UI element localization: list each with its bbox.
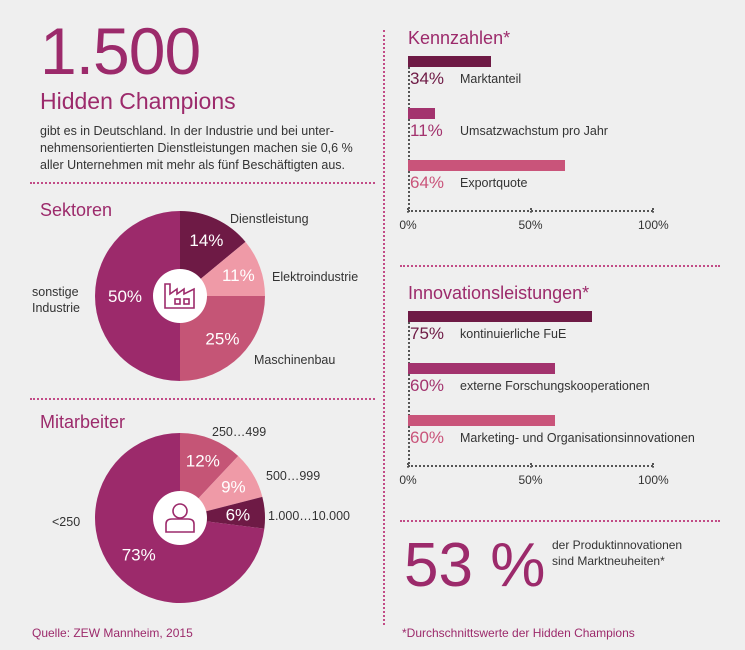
- bars1-tick-label-2: 100%: [638, 218, 669, 232]
- footer-source: Quelle: ZEW Mannheim, 2015: [32, 626, 193, 640]
- headline-subtitle: Hidden Champions: [40, 88, 236, 114]
- headline-number: 1.500: [40, 14, 201, 88]
- pie2-value-label-3: 73%: [122, 545, 156, 564]
- bottom-stat-text: der Produktinnovationen sind Marktneuhei…: [552, 537, 682, 569]
- bars2-category-label-0: kontinuierliche FuE: [460, 327, 567, 341]
- bottom-stat-line-1: der Produktinnovationen: [552, 538, 683, 552]
- divider-right-2: [400, 520, 720, 522]
- kennzahlen-title: Kennzahlen*: [408, 28, 511, 48]
- pie1-value-label-1: 11%: [222, 266, 255, 285]
- divider-left-2: [30, 398, 375, 400]
- bars2-bar-2: [408, 415, 555, 426]
- bars1-tick-label-0: 0%: [399, 218, 417, 232]
- footer-note: *Durchschnittswerte der Hidden Champions: [402, 626, 635, 640]
- pie1-value-label-0: 14%: [189, 231, 223, 250]
- sektoren-label-elektroindustrie: Elektroindustrie: [272, 270, 359, 284]
- pie1-slice-2: [180, 296, 265, 381]
- divider-left-1: [30, 182, 375, 184]
- pie2-value-label-0: 12%: [186, 451, 220, 470]
- sektoren-pie-chart: 14% 11% 25% 50%: [95, 211, 265, 381]
- kennzahlen-bar-chart: 34% Marktanteil 11% Umsatzwachstum pro Jahr…: [399, 56, 669, 232]
- mitarbeiter-label-500-999: 500…999: [266, 469, 321, 483]
- innovation-title: Innovationsleistungen*: [408, 283, 590, 303]
- pie2-value-label-1: 9%: [221, 477, 246, 496]
- pie1-slice-3: [95, 211, 180, 381]
- bars1-value-label-2: 64%: [410, 173, 445, 192]
- bars2-value-label-0: 75%: [410, 324, 445, 343]
- bars1-tick-0: [407, 208, 409, 213]
- bars1-tick-label-1: 50%: [518, 218, 543, 232]
- bars1-bar-0: [408, 56, 492, 67]
- bars2-category-label-1: externe Forschungskooperationen: [460, 379, 650, 393]
- bars1-value-label-0: 34%: [410, 69, 445, 88]
- bars2-tick-1: [529, 463, 532, 468]
- bars1-bar-1: [408, 108, 435, 119]
- sektoren-label-dienstleistung: Dienstleistung: [230, 212, 309, 226]
- bars1-category-label-0: Marktanteil: [460, 72, 522, 86]
- intro-line-3: aller Unternehmen mit mehr als fünf Besc…: [40, 158, 346, 172]
- bars2-tick-label-1: 50%: [518, 473, 543, 487]
- bottom-stat-value: 53 %: [404, 531, 546, 600]
- bars1-tick-1: [529, 208, 532, 213]
- bottom-stat-line-2: sind Marktneuheiten*: [552, 554, 665, 568]
- pie1-center-hole: [153, 269, 207, 323]
- mitarbeiter-label-250-499: 250…499: [212, 425, 267, 439]
- intro-line-2: nehmensorientierten Dienstleistungen mac…: [40, 141, 353, 155]
- mitarbeiter-pie-chart: 12%9% 6% 73%: [95, 433, 265, 603]
- mitarbeiter-title: Mitarbeiter: [40, 412, 126, 432]
- bars1-category-label-2: Exportquote: [460, 176, 528, 190]
- innovation-bar-chart: 75% kontinuierliche FuE 60% externe Forschu…: [399, 311, 695, 487]
- bars2-category-label-2: Marketing- und Organisationsinnovationen: [460, 431, 695, 445]
- divider-vertical: [383, 30, 385, 625]
- bars1-tick-2: [652, 208, 654, 213]
- bars2-tick-0: [407, 463, 409, 468]
- person-icon: [165, 503, 195, 533]
- bars1-value-label-1: 11%: [410, 121, 443, 140]
- sektoren-title: Sektoren: [40, 200, 113, 220]
- bars2-tick-label-2: 100%: [638, 473, 669, 487]
- divider-right-1: [400, 265, 720, 267]
- bars1-category-label-1: Umsatzwachstum pro Jahr: [460, 124, 608, 138]
- sektoren-label-maschinenbau: Maschinenbau: [254, 353, 336, 367]
- mitarbeiter-label-1000-10000: 1.000…10.000: [268, 509, 351, 523]
- bars2-value-label-1: 60%: [410, 376, 445, 395]
- mitarbeiter-label-under-250: <250: [52, 515, 81, 529]
- intro-text: gibt es in Deutschland. In der Industrie…: [40, 123, 375, 174]
- pie2-value-label-2: 6%: [226, 505, 251, 524]
- bars1-bar-2: [408, 160, 565, 171]
- bars2-tick-label-0: 0%: [399, 473, 417, 487]
- pie1-value-label-3: 50%: [108, 287, 142, 306]
- bars2-bar-1: [408, 363, 555, 374]
- bars2-bar-0: [408, 311, 592, 322]
- intro-line-1: gibt es in Deutschland. In der Industrie…: [40, 124, 334, 138]
- pie1-value-label-2: 25%: [205, 329, 239, 348]
- factory-icon: [164, 283, 195, 309]
- sektoren-label-sonstige: sonstige Industrie: [32, 285, 80, 315]
- pie2-slice-2: [180, 496, 265, 529]
- bars2-value-label-2: 60%: [410, 428, 445, 447]
- bars2-tick-2: [652, 463, 654, 468]
